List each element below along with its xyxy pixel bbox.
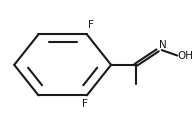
Text: N: N: [159, 40, 166, 50]
Text: OH: OH: [178, 51, 193, 61]
Text: F: F: [82, 99, 88, 109]
Text: F: F: [88, 20, 94, 30]
